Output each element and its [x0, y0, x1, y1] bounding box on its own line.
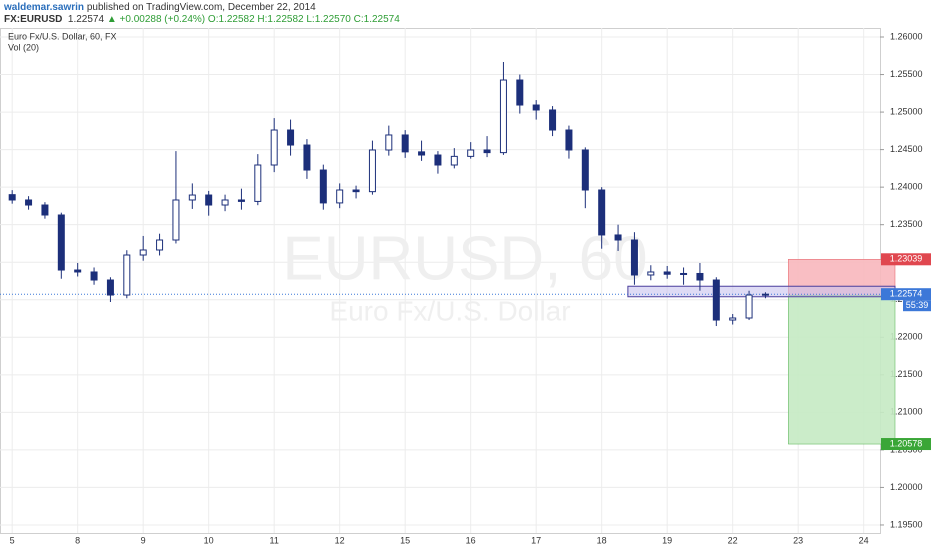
candle-body: [598, 189, 606, 236]
candle-body: [303, 144, 311, 171]
indicator-label: Vol (20): [8, 42, 39, 52]
last-price-label: 1.22574: [890, 289, 923, 299]
x-tick-label: 22: [728, 535, 738, 545]
watermark: EURUSD, 60: [282, 224, 647, 293]
chart: EURUSD, 60 Euro Fx/U.S. Dollar Euro Fx/U…: [0, 28, 931, 545]
y-tick-label: 1.24500: [890, 144, 923, 154]
candle-body: [385, 134, 393, 151]
y-tick-label: 1.20000: [890, 482, 923, 492]
target-label-box: [881, 438, 931, 451]
candle-body: [106, 279, 114, 296]
candle-body: [368, 149, 376, 193]
candle-body: [352, 189, 360, 193]
y-tick-label: 1.19500: [890, 519, 923, 529]
x-tick-label: 17: [531, 535, 541, 545]
high: H:1.22582: [257, 14, 304, 25]
candle-body: [663, 271, 671, 275]
y-tick-label: 1.24000: [890, 182, 923, 192]
candle-body: [418, 151, 426, 156]
candle-body: [139, 249, 147, 256]
chart-title: Euro Fx/U.S. Dollar, 60, FX: [8, 31, 117, 41]
candle-body: [434, 154, 442, 166]
x-tick-label: 5: [10, 535, 15, 545]
x-tick-label: 16: [466, 535, 476, 545]
candle-body: [696, 272, 704, 281]
x-tick-label: 19: [662, 535, 672, 545]
last-price-label-box: [881, 288, 931, 301]
candle-body: [549, 109, 557, 131]
zone: [627, 285, 896, 298]
candle-body: [90, 271, 98, 281]
y-tick-label: 1.21500: [890, 369, 923, 379]
countdown: 55:39: [906, 300, 929, 310]
target-label: 1.20578: [890, 438, 923, 448]
x-tick-label: 24: [859, 535, 869, 545]
symbol: FX:EURUSD: [4, 14, 63, 25]
y-tick-label: 1.25000: [890, 106, 923, 116]
candle-body: [483, 149, 491, 154]
candle-body: [712, 279, 720, 321]
candle-body: [221, 199, 229, 206]
candle-body: [25, 199, 33, 206]
author[interactable]: waldemar.sawrin: [4, 2, 85, 13]
candle-body: [319, 169, 327, 204]
candle-body: [8, 194, 16, 201]
candle-body: [156, 239, 164, 251]
candle-body: [565, 129, 573, 151]
low: L:1.22570: [306, 14, 351, 25]
x-tick-label: 18: [597, 535, 607, 545]
candle-body: [123, 254, 131, 296]
x-tick-label: 8: [75, 535, 80, 545]
candle-body: [74, 269, 82, 273]
y-tick-label: 1.26000: [890, 31, 923, 41]
target-zone: [788, 295, 896, 445]
countdown-box: [903, 300, 931, 312]
x-tick-label: 12: [335, 535, 345, 545]
candle-body: [532, 104, 540, 111]
candle-body: [745, 294, 753, 319]
candle-body: [647, 271, 655, 276]
x-tick-label: 15: [400, 535, 410, 545]
candle-body: [287, 129, 295, 146]
publish-line: waldemar.sawrin published on TradingView…: [4, 2, 316, 13]
change: ▲ +0.00288 (+0.24%): [106, 14, 206, 25]
candle-body: [237, 199, 245, 202]
stop-label: 1.23039: [890, 254, 923, 264]
x-tick-label: 11: [270, 535, 279, 545]
candle-body: [614, 234, 622, 241]
candle-body: [680, 272, 688, 275]
candle-body: [188, 194, 196, 201]
x-tick-label: 9: [141, 535, 146, 545]
open: O:1.22582: [207, 14, 255, 25]
y-tick-label: 1.25500: [890, 69, 923, 79]
watermark-subtitle: Euro Fx/U.S. Dollar: [329, 295, 570, 326]
y-tick-label: 1.22000: [890, 332, 923, 342]
candle-body: [57, 214, 65, 271]
candle-body: [761, 293, 769, 296]
close: C:1.22574: [353, 14, 400, 25]
candle-body: [581, 149, 589, 191]
candle-body: [516, 79, 524, 106]
candle-body: [336, 189, 344, 204]
published: published on TradingView.com, December 2…: [86, 2, 316, 13]
candle-body: [729, 317, 737, 321]
quote-line: FX:EURUSD 1.22574 ▲ +0.00288 (+0.24%) O:…: [4, 14, 400, 25]
x-tick-label: 23: [793, 535, 803, 545]
candle-body: [450, 155, 458, 166]
y-tick-label: 1.23500: [890, 219, 923, 229]
stop-label-box: [881, 253, 931, 266]
x-tick-label: 10: [204, 535, 214, 545]
candle-body: [205, 194, 213, 206]
candle-body: [41, 204, 49, 216]
y-tick-label: 1.21000: [890, 407, 923, 417]
candle-body: [254, 164, 262, 202]
candle-body: [499, 79, 507, 154]
last: 1.22574: [67, 14, 105, 25]
candle-body: [467, 149, 475, 157]
candle-body: [172, 199, 180, 241]
candle-body: [270, 129, 278, 166]
candle-body: [630, 239, 638, 276]
candle-body: [401, 134, 409, 153]
